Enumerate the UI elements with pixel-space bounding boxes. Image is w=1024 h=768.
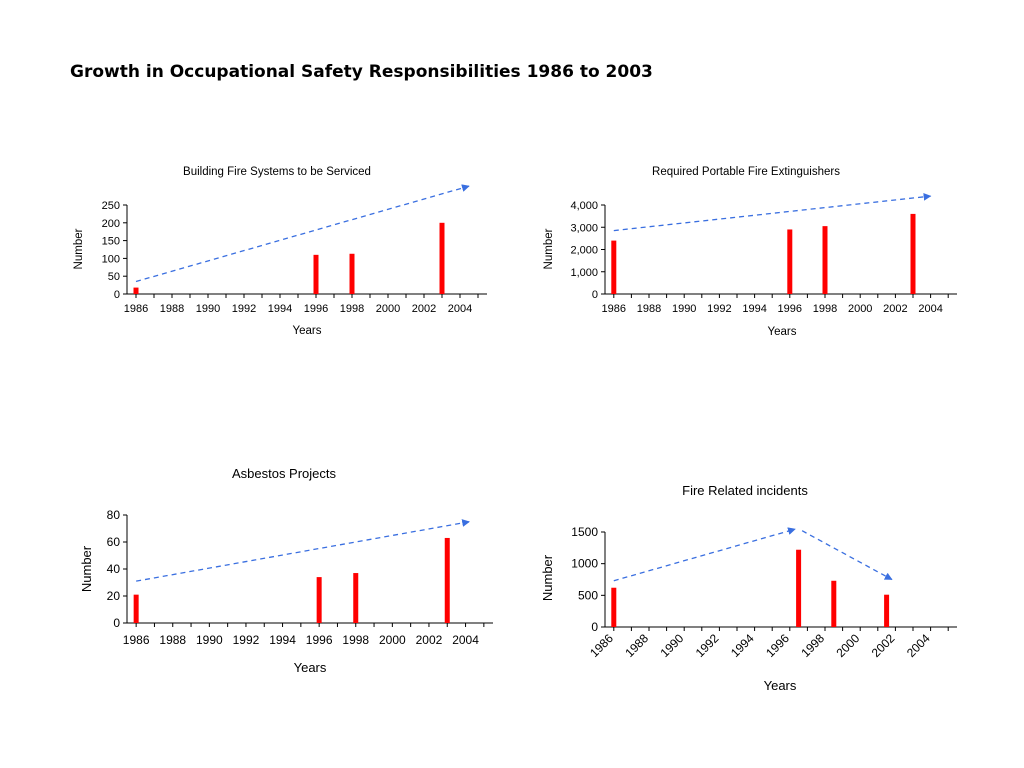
- y-tick-label: 50: [108, 271, 120, 283]
- x-tick-label: 2000: [379, 633, 406, 647]
- x-tick-label: 2000: [848, 303, 872, 315]
- data-bar: [439, 222, 445, 294]
- x-tick-label: 1986: [123, 633, 150, 647]
- data-bar: [313, 254, 319, 294]
- y-tick-label: 200: [102, 218, 120, 230]
- x-axis-label: Years: [293, 325, 322, 337]
- trend-arrow: [801, 530, 893, 581]
- data-bar: [822, 226, 828, 294]
- x-tick-label: 1996: [778, 303, 802, 315]
- x-axis-label: Years: [764, 678, 797, 693]
- x-tick-label: 2002: [883, 303, 907, 315]
- x-tick-label: 1992: [693, 631, 722, 660]
- y-tick-label: 0: [591, 620, 598, 634]
- trend-arrow: [613, 192, 932, 232]
- x-tick-label: 1998: [798, 631, 827, 660]
- data-bar: [353, 573, 359, 623]
- x-axis-label: Years: [294, 660, 327, 675]
- x-tick-label: 2000: [834, 631, 863, 660]
- y-tick-label: 100: [102, 253, 120, 265]
- data-bar: [611, 240, 617, 294]
- y-tick-label: 250: [102, 200, 120, 212]
- y-tick-label: 40: [107, 562, 121, 576]
- x-tick-label: 1992: [232, 303, 256, 315]
- x-tick-label: 2000: [376, 303, 400, 315]
- y-tick-label: 80: [107, 508, 121, 522]
- x-tick-label: 1994: [742, 303, 766, 315]
- x-axis-label: Years: [768, 326, 797, 338]
- x-tick-label: 1986: [124, 303, 148, 315]
- y-tick-label: 2,000: [570, 245, 598, 257]
- x-tick-label: 2004: [448, 303, 472, 315]
- x-tick-label: 1986: [587, 631, 616, 660]
- y-tick-label: 1,000: [570, 267, 598, 279]
- x-tick-label: 1990: [658, 631, 687, 660]
- x-tick-label: 2004: [452, 633, 479, 647]
- data-bar: [444, 537, 450, 623]
- y-tick-label: 0: [114, 289, 120, 301]
- x-tick-label: 1988: [160, 303, 184, 315]
- y-tick-label: 500: [578, 588, 598, 602]
- data-bar: [787, 229, 793, 294]
- x-tick-label: 1992: [707, 303, 731, 315]
- x-tick-label: 1996: [304, 303, 328, 315]
- trend-arrow: [135, 184, 470, 283]
- x-tick-label: 1994: [268, 303, 292, 315]
- x-tick-label: 2004: [918, 303, 942, 315]
- x-tick-label: 1990: [196, 633, 223, 647]
- y-tick-label: 60: [107, 535, 121, 549]
- x-tick-label: 1994: [728, 631, 757, 660]
- x-tick-label: 1990: [196, 303, 220, 315]
- x-tick-label: 1986: [602, 303, 626, 315]
- x-tick-label: 1988: [159, 633, 186, 647]
- x-tick-label: 1988: [622, 631, 651, 660]
- x-tick-label: 2002: [412, 303, 436, 315]
- y-tick-label: 0: [113, 616, 120, 630]
- y-axis-label: Number: [540, 554, 555, 601]
- y-tick-label: 20: [107, 589, 121, 603]
- x-tick-label: 2002: [869, 631, 898, 660]
- y-tick-label: 3,000: [570, 222, 598, 234]
- y-axis-label: Number: [79, 545, 94, 592]
- y-tick-label: 1000: [571, 557, 598, 571]
- chart-title: Building Fire Systems to be Serviced: [183, 166, 371, 178]
- x-tick-label: 1998: [340, 303, 364, 315]
- x-tick-label: 2004: [904, 631, 933, 660]
- y-tick-label: 1500: [571, 525, 598, 539]
- data-bar: [349, 253, 355, 294]
- x-tick-label: 1988: [637, 303, 661, 315]
- x-tick-label: 1996: [763, 631, 792, 660]
- x-tick-label: 1998: [342, 633, 369, 647]
- chart-title: Asbestos Projects: [232, 466, 337, 481]
- x-tick-label: 1998: [813, 303, 837, 315]
- x-tick-label: 2002: [416, 633, 443, 647]
- trend-arrow: [136, 519, 470, 582]
- x-tick-label: 1990: [672, 303, 696, 315]
- y-tick-label: 150: [102, 236, 120, 248]
- data-bar: [910, 213, 916, 294]
- data-bar: [316, 577, 322, 623]
- data-bar: [884, 594, 890, 627]
- data-bar: [796, 549, 802, 627]
- data-bar: [611, 587, 617, 627]
- y-tick-label: 0: [592, 289, 598, 301]
- data-bar: [133, 594, 139, 623]
- x-tick-label: 1992: [233, 633, 260, 647]
- data-bar: [831, 580, 837, 627]
- chart-title: Required Portable Fire Extinguishers: [652, 166, 840, 178]
- x-tick-label: 1994: [269, 633, 296, 647]
- trend-arrow: [613, 527, 796, 582]
- x-tick-label: 1996: [306, 633, 333, 647]
- data-bar: [133, 287, 139, 294]
- chart-title: Fire Related incidents: [682, 483, 808, 498]
- y-axis-label: Number: [73, 228, 85, 269]
- y-axis-label: Number: [543, 228, 555, 269]
- y-tick-label: 4,000: [570, 200, 598, 212]
- slide-title: Growth in Occupational Safety Responsibi…: [70, 62, 653, 82]
